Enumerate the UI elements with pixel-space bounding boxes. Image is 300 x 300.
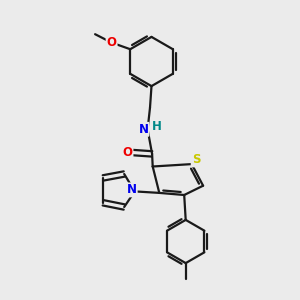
Text: H: H (152, 120, 162, 133)
Text: N: N (127, 183, 137, 196)
Text: N: N (138, 123, 148, 136)
Text: S: S (192, 153, 200, 167)
Text: O: O (106, 36, 117, 49)
Text: O: O (122, 146, 133, 159)
